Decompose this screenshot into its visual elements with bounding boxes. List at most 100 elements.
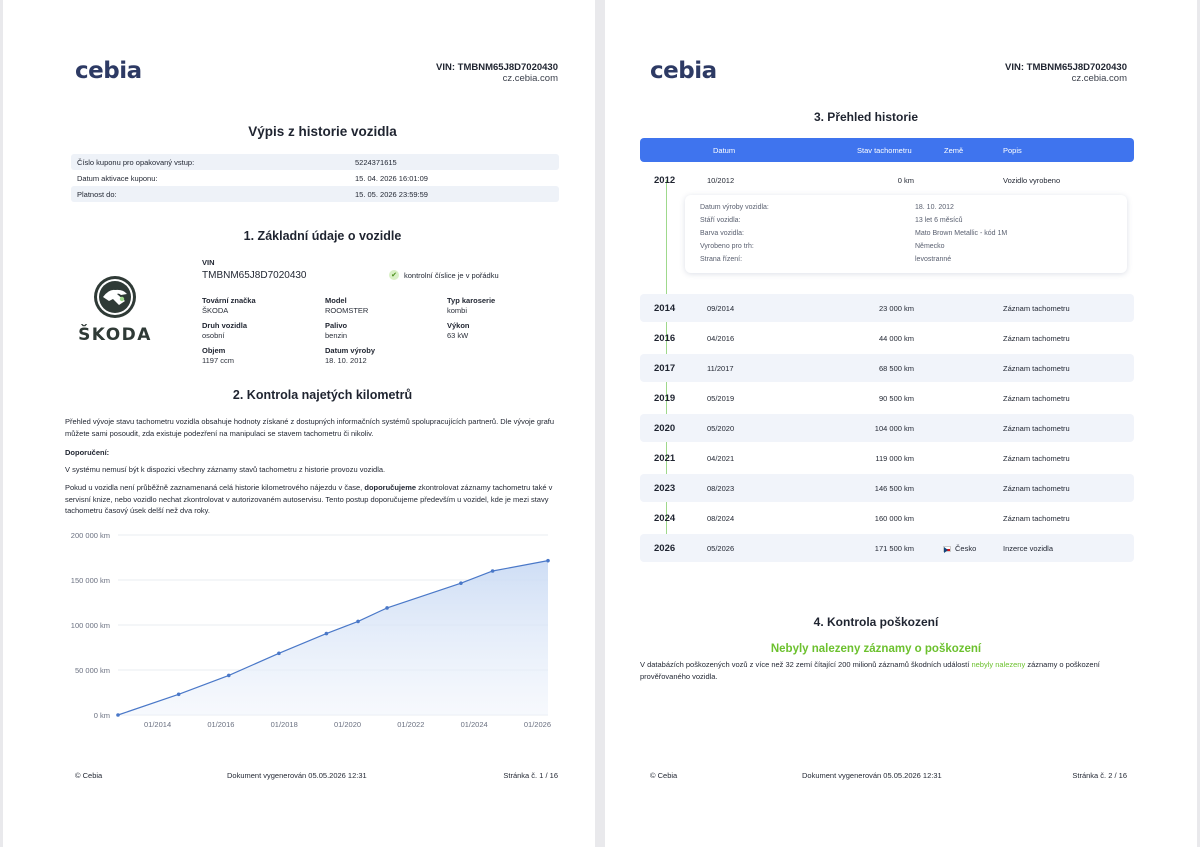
row-country-name: Česko bbox=[955, 544, 977, 553]
row-year: 2020 bbox=[654, 423, 676, 434]
row-km: 90 500 km bbox=[878, 394, 914, 403]
row-date: 04/2016 bbox=[707, 334, 735, 343]
coupon-value: 15. 05. 2026 23:59:59 bbox=[355, 189, 428, 199]
row-year: 2021 bbox=[654, 453, 676, 464]
recommendation-text: V systému nemusí být k dispozici všechny… bbox=[65, 465, 386, 474]
recommendation-emphasis: doporučujeme bbox=[364, 483, 417, 492]
row-km: 68 500 km bbox=[878, 364, 914, 373]
row-description: Záznam tachometru bbox=[1003, 304, 1070, 313]
row-km: 146 500 km bbox=[874, 484, 914, 493]
x-tick-label: 01/2018 bbox=[271, 720, 298, 729]
row-date: 04/2021 bbox=[707, 454, 735, 463]
spec-value: benzin bbox=[325, 331, 348, 340]
spec-production-date: Datum výroby 18. 10. 2012 bbox=[325, 346, 375, 365]
header-description: Popis bbox=[1003, 146, 1022, 155]
row-year: 2017 bbox=[654, 363, 676, 374]
row-date: 11/2017 bbox=[707, 364, 734, 373]
row-description: Inzerce vozidla bbox=[1003, 544, 1054, 553]
spec-label: Druh vozidla bbox=[202, 321, 248, 330]
damage-text: V databázích poškozených vozů z více než… bbox=[640, 659, 1134, 682]
detail-value: Německo bbox=[915, 243, 945, 250]
mileage-point bbox=[176, 692, 181, 697]
spec-label: Palivo bbox=[325, 321, 348, 330]
detail-value: 18. 10. 2012 bbox=[915, 204, 954, 211]
damage-text-highlight: nebyly nalezeny bbox=[971, 660, 1026, 669]
spec-body: Typ karoserie kombi bbox=[447, 296, 495, 315]
row-date: 09/2014 bbox=[707, 304, 735, 313]
spec-value: ROOMSTER bbox=[325, 306, 369, 315]
row-km: 0 km bbox=[897, 176, 914, 185]
row-km: 119 000 km bbox=[875, 454, 914, 463]
damage-status: Nebyly nalezeny záznamy o poškození bbox=[770, 643, 982, 655]
report-page-2: cebia VIN: TMBNM65J8D7020430 cz.cebia.co… bbox=[605, 0, 1197, 847]
section-1-title: 1. Základní údaje o vozidle bbox=[243, 229, 402, 243]
row-description: Vozidlo vyrobeno bbox=[1003, 176, 1061, 185]
mileage-line bbox=[117, 560, 549, 716]
cebia-logo: cebia bbox=[75, 58, 142, 84]
x-tick-label: 01/2022 bbox=[397, 720, 424, 729]
footer-copyright: © Cebia bbox=[650, 771, 678, 780]
row-date: 05/2026 bbox=[707, 544, 735, 553]
mileage-point bbox=[356, 619, 360, 624]
row-description: Záznam tachometru bbox=[1003, 364, 1070, 373]
row-description: Záznam tachometru bbox=[1003, 454, 1070, 463]
spec-value: 1197 ccm bbox=[202, 356, 234, 365]
recommendation-label: Doporučení: bbox=[65, 448, 110, 457]
spec-volume: Objem 1197 ccm bbox=[202, 346, 234, 365]
vin-header: VIN: TMBNM65J8D7020430 cz.cebia.com bbox=[436, 62, 558, 84]
history-row: 2024 08/2024 160 000 km Záznam tachometr… bbox=[640, 504, 1134, 532]
detail-label: Strana řízení: bbox=[700, 256, 743, 263]
row-date: 08/2024 bbox=[707, 514, 735, 523]
spec-power: Výkon 63 kW bbox=[447, 321, 470, 340]
domain-link[interactable]: cz.cebia.com bbox=[1071, 73, 1127, 84]
row-km: 104 000 km bbox=[874, 424, 914, 433]
coupon-row: Datum aktivace kuponu: 15. 04. 2026 16:0… bbox=[71, 170, 559, 186]
x-tick-label: 01/2014 bbox=[144, 720, 171, 729]
domain-link[interactable]: cz.cebia.com bbox=[502, 73, 558, 84]
y-tick-label: 150 000 km bbox=[71, 576, 110, 585]
history-row: 2020 05/2020 104 000 km Záznam tachometr… bbox=[640, 414, 1134, 442]
vin-value: TMBNM65J8D7020430 bbox=[202, 270, 307, 281]
mileage-point bbox=[116, 713, 120, 717]
y-tick-label: 0 km bbox=[94, 711, 110, 720]
row-description: Záznam tachometru bbox=[1003, 514, 1070, 523]
row-km: 171 500 km bbox=[874, 544, 914, 553]
spec-model: Model ROOMSTER bbox=[325, 296, 368, 315]
footer-page-number: Stránka č. 2 / 16 bbox=[1072, 771, 1127, 780]
coupon-label: Platnost do: bbox=[77, 189, 117, 199]
spec-value: ŠKODA bbox=[202, 306, 229, 315]
header-date: Datum bbox=[713, 146, 736, 155]
x-tick-label: 01/2024 bbox=[461, 720, 488, 729]
header-country: Země bbox=[944, 146, 964, 155]
skoda-logo: ŠKODA bbox=[65, 275, 165, 347]
row-year: 2016 bbox=[654, 333, 676, 344]
footer-copyright: © Cebia bbox=[75, 771, 103, 780]
mileage-point bbox=[226, 673, 231, 678]
history-row: 2017 11/2017 68 500 km Záznam tachometru bbox=[640, 354, 1134, 382]
section-3-title: 3. Přehled historie bbox=[813, 110, 919, 124]
row-description: Záznam tachometru bbox=[1003, 394, 1070, 403]
row-date: 05/2019 bbox=[707, 394, 735, 403]
detail-value: Mato Brown Metallic - kód 1M bbox=[915, 230, 1008, 237]
coupon-value: 5224371615 bbox=[355, 157, 397, 167]
y-tick-label: 50 000 km bbox=[75, 666, 110, 675]
row-description: Záznam tachometru bbox=[1003, 424, 1070, 433]
row-date: 10/2012 bbox=[707, 176, 735, 185]
y-tick-label: 200 000 km bbox=[71, 531, 110, 540]
spec-value: kombi bbox=[447, 306, 468, 315]
mileage-point bbox=[459, 581, 463, 585]
czech-flag-icon bbox=[943, 546, 951, 553]
header-km: Stav tachometru bbox=[857, 146, 912, 155]
row-description: Záznam tachometru bbox=[1003, 484, 1070, 493]
row-year: 2023 bbox=[654, 483, 676, 494]
row-year: 2012 bbox=[654, 175, 676, 186]
history-row: 2012 10/2012 0 km Vozidlo vyrobeno bbox=[640, 166, 1134, 194]
check-icon: ✔ bbox=[389, 270, 399, 280]
history-row: 2026 05/2026 171 500 km Česko Inzerce vo… bbox=[640, 534, 1134, 562]
damage-text-part: záznamy o poškození prověřovaného vozidl… bbox=[640, 660, 1100, 681]
vin-check: ✔ kontrolní číslice je v pořádku bbox=[389, 270, 499, 280]
row-date: 08/2023 bbox=[707, 484, 735, 493]
mileage-point bbox=[277, 651, 281, 656]
history-row: 2023 08/2023 146 500 km Záznam tachometr… bbox=[640, 474, 1134, 502]
row-year: 2019 bbox=[654, 393, 676, 404]
